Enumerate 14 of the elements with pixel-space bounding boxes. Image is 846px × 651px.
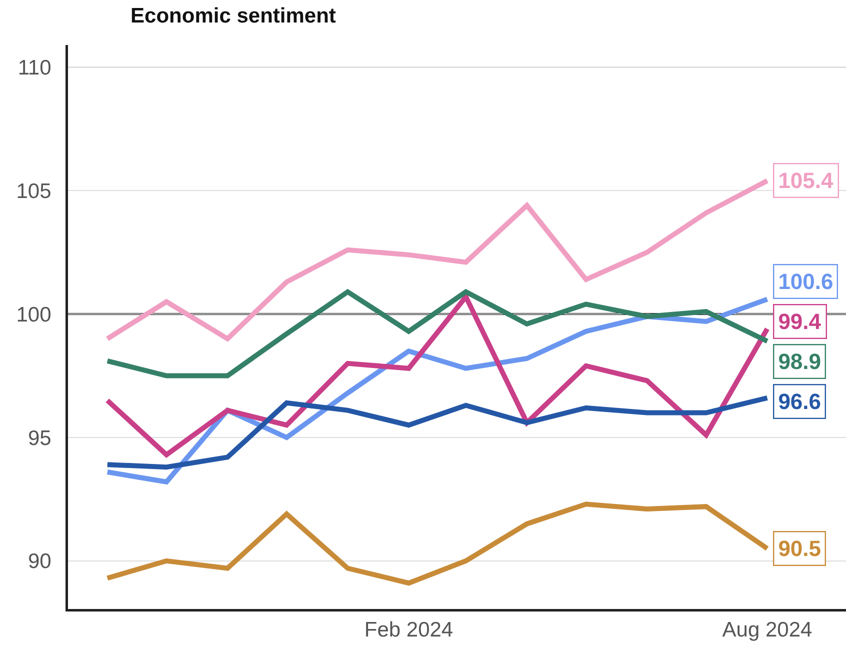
y-tick-label: 90 bbox=[28, 550, 52, 574]
data-label: 105.4 bbox=[778, 168, 834, 194]
y-tick-label: 105 bbox=[16, 180, 52, 203]
data-label: 100.6 bbox=[778, 269, 834, 294]
y-tick-label: 110 bbox=[18, 56, 52, 80]
x-tick-label: Aug 2024 bbox=[722, 618, 812, 642]
data-label: 99.4 bbox=[778, 309, 822, 334]
chart-title: Economic sentiment bbox=[130, 4, 336, 28]
x-tick-label: Feb 2024 bbox=[364, 618, 454, 642]
data-label: 90.5 bbox=[778, 536, 822, 562]
data-label: 98.9 bbox=[778, 349, 822, 374]
y-tick-label: 95 bbox=[28, 426, 52, 450]
y-tick-label: 100 bbox=[16, 303, 52, 326]
data-label: 96.6 bbox=[778, 389, 822, 414]
